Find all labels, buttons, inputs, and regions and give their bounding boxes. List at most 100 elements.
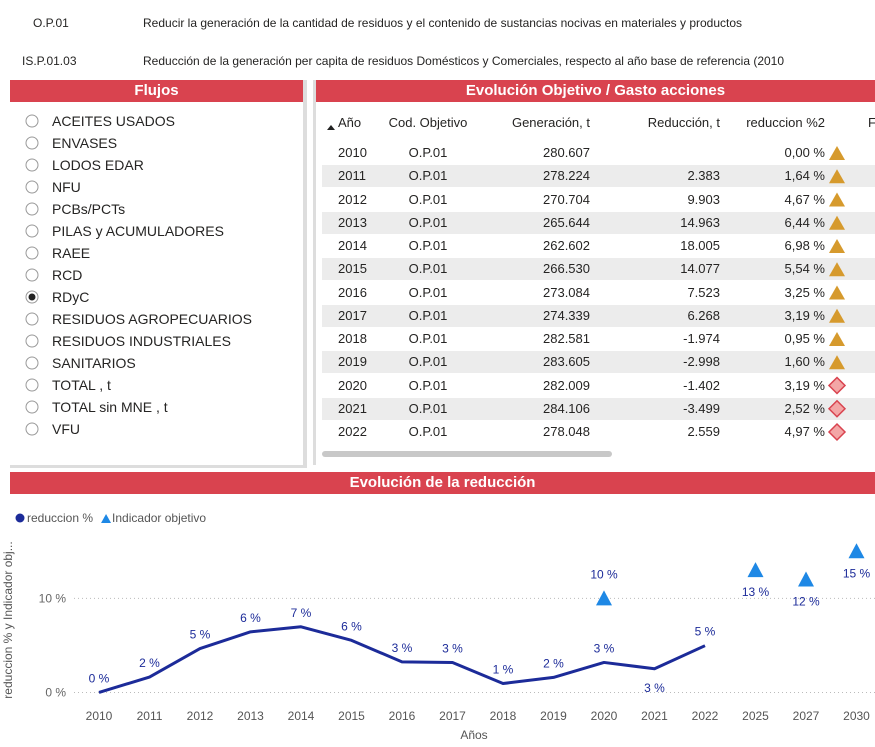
radio — [25, 422, 39, 436]
sort-arrow — [327, 125, 335, 130]
table-cell: 4,97 % — [784, 424, 825, 439]
status-icon — [829, 332, 845, 346]
table-cell: 2021 — [338, 400, 367, 416]
table-panel — [313, 80, 875, 465]
flujo-option[interactable]: LODOS EDAR — [52, 157, 144, 173]
flujo-option[interactable]: VFU — [52, 421, 80, 437]
x-tick-label: 2025 — [742, 709, 769, 723]
table-cell: O.P.01 — [408, 354, 448, 370]
indicator-marker — [747, 562, 764, 578]
y-tick-label: 0 % — [45, 685, 66, 699]
y-axis-label: reduccion % y Indicador obj... — [1, 541, 15, 698]
table-cell: 270.704 — [543, 191, 590, 207]
radio — [25, 114, 39, 128]
legend-marker — [101, 514, 112, 523]
radio — [25, 180, 39, 194]
table-cell: O.P.01 — [408, 400, 448, 416]
flujo-option[interactable]: RESIDUOS AGROPECUARIOS — [52, 311, 252, 327]
flujo-option[interactable]: ENVASES — [52, 135, 118, 151]
x-tick-label: 2015 — [338, 709, 365, 723]
table-cell: 2.559 — [687, 424, 720, 439]
flujo-option[interactable]: NFU — [52, 179, 81, 195]
x-tick-label: 2018 — [490, 709, 517, 723]
table-cell: 2013 — [338, 214, 367, 230]
column-header: Generación, t — [511, 115, 590, 130]
flujo-option[interactable]: RCD — [52, 267, 83, 283]
data-label: 3 % — [392, 641, 413, 655]
table-cell: O.P.01 — [408, 284, 448, 300]
table-cell: 3,19 % — [784, 377, 825, 393]
line — [98, 625, 706, 694]
row-band — [322, 211, 875, 234]
table-cell: 2011 — [338, 168, 366, 184]
flujo-option[interactable]: RAEE — [52, 245, 91, 261]
radio — [25, 268, 39, 282]
table-cell: 7.523 — [687, 284, 720, 300]
row-band — [322, 351, 875, 374]
flujo-option[interactable]: SANITARIOS — [52, 355, 136, 371]
table-cell: 265.644 — [543, 214, 590, 230]
status-icon — [829, 192, 845, 207]
radio — [25, 334, 39, 348]
x-tick-label: 2012 — [187, 709, 214, 723]
table-cell: O.P.01 — [408, 307, 448, 323]
indicator-marker — [848, 543, 865, 559]
flujo-option[interactable]: RDyC — [52, 289, 90, 305]
data-label: 6 % — [240, 611, 261, 625]
table-cell: O.P.01 — [408, 238, 448, 253]
flujos-title: Flujos — [10, 80, 303, 102]
flujo-option[interactable]: RESIDUOS INDUSTRIALES — [52, 333, 231, 349]
data-label: 5 % — [695, 625, 716, 639]
data-label: 3 % — [442, 641, 463, 655]
legend-marker — [15, 513, 25, 523]
x-tick-label: 2019 — [540, 709, 567, 723]
status-icon — [829, 308, 845, 323]
x-tick-label: 2022 — [692, 709, 719, 723]
table-cell: -1.974 — [683, 331, 720, 346]
flujo-option[interactable]: TOTAL , t — [52, 377, 111, 393]
x-tick-label: 2030 — [843, 709, 870, 723]
radio — [25, 400, 39, 414]
table-cell: -1.402 — [683, 377, 720, 393]
flujo-option[interactable]: PCBs/PCTs — [52, 201, 126, 217]
x-tick-label: 2013 — [237, 709, 264, 723]
data-label: 13 % — [742, 585, 770, 599]
table-cell: O.P.01 — [408, 168, 448, 184]
status-icon — [829, 146, 845, 160]
table-cell: O.P.01 — [408, 331, 448, 346]
indicator-marker — [596, 590, 612, 606]
table-title: Evolución Objetivo / Gasto acciones — [316, 80, 875, 102]
table-cell: 2016 — [338, 284, 367, 300]
flujo-option[interactable]: ACEITES USADOS — [52, 113, 175, 129]
table-cell: 1,60 % — [784, 354, 825, 370]
flujo-option[interactable]: TOTAL sin MNE , t — [52, 399, 168, 415]
x-tick-label: 2027 — [793, 709, 820, 723]
radio — [25, 136, 39, 150]
column-header: Cod. Objetivo — [388, 115, 468, 130]
flujo-option[interactable]: PILAS y ACUMULADORES — [52, 223, 224, 239]
table-cell: 262.602 — [543, 238, 590, 253]
table-cell: 274.339 — [543, 307, 590, 323]
legend-label: reduccion % — [27, 511, 93, 525]
radio — [25, 356, 39, 370]
status-icon — [829, 169, 845, 184]
table-cell: 6.268 — [687, 307, 720, 323]
table-cell: 2010 — [338, 145, 367, 160]
status-icon — [829, 262, 845, 277]
status-icon — [829, 215, 845, 230]
chart-title: Evolución de la reducción — [10, 472, 875, 494]
table-cell: 278.224 — [543, 168, 590, 184]
table-cell: 9.903 — [687, 191, 720, 207]
table-cell: O.P.01 — [408, 261, 448, 277]
data-label: 2 % — [543, 656, 564, 670]
scrollbar[interactable] — [322, 451, 612, 457]
row-band — [322, 258, 875, 281]
table-cell: 0,95 % — [784, 331, 825, 346]
status-icon — [829, 355, 845, 370]
table-cell: 283.605 — [543, 354, 590, 370]
table-cell: 266.530 — [543, 261, 590, 277]
x-tick-label: 2021 — [641, 709, 668, 723]
status-icon — [829, 285, 845, 300]
data-label: 3 % — [644, 681, 665, 695]
